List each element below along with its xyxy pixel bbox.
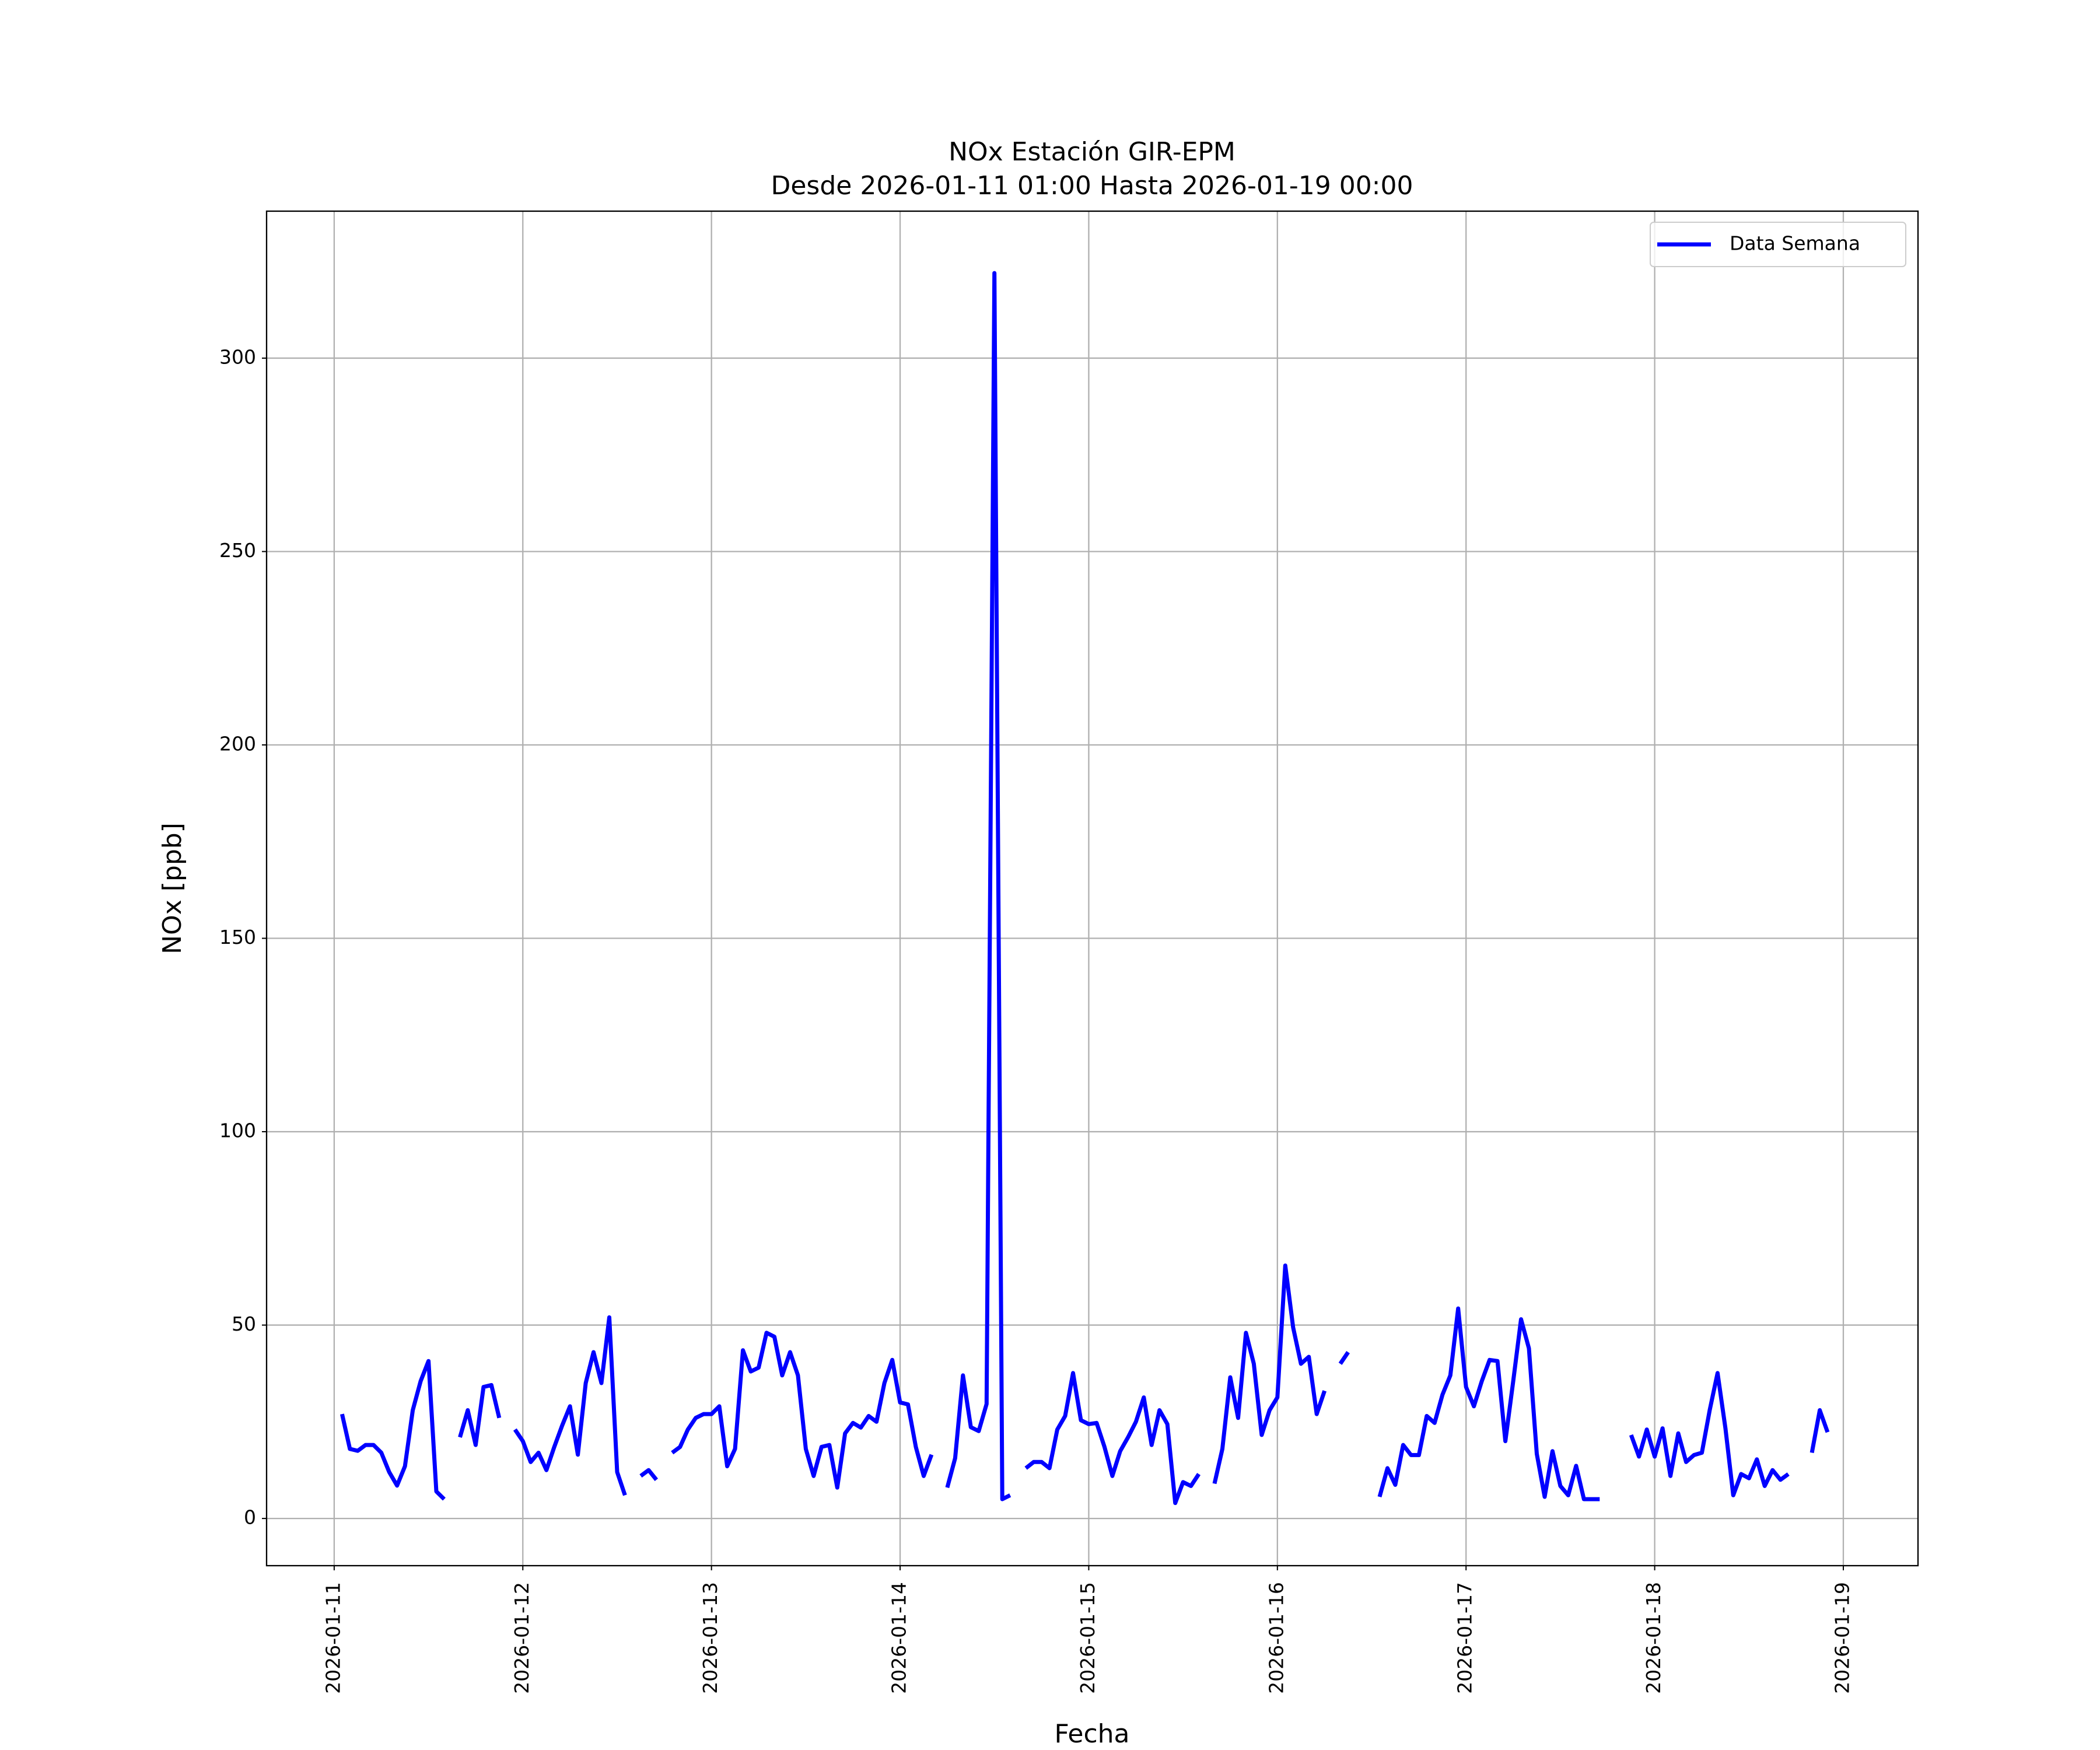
x-tick-label: 2026-01-12 xyxy=(510,1582,533,1694)
x-tick-label: 2026-01-18 xyxy=(1642,1582,1665,1694)
axes-frame xyxy=(265,210,1919,1567)
x-tick-label: 2026-01-14 xyxy=(888,1582,911,1694)
y-tick-label: 250 xyxy=(219,539,256,562)
data-line xyxy=(340,271,1830,1506)
x-axis-label: Fecha xyxy=(1054,1719,1129,1749)
y-tick-label: 0 xyxy=(244,1506,256,1529)
chart-title: NOx Estación GIR-EPM xyxy=(949,137,1236,167)
y-tick-label: 50 xyxy=(232,1312,256,1335)
x-tick-label: 2026-01-11 xyxy=(321,1582,344,1694)
legend: Data Semana xyxy=(1650,222,1906,267)
x-tick-label: 2026-01-13 xyxy=(699,1582,722,1694)
x-tick-label: 2026-01-15 xyxy=(1076,1582,1099,1694)
x-tick-label: 2026-01-17 xyxy=(1454,1582,1476,1694)
x-tick-label: 2026-01-19 xyxy=(1831,1582,1853,1694)
y-axis-label: NOx [ppb] xyxy=(158,822,187,954)
legend-box xyxy=(1650,222,1906,267)
legend-label: Data Semana xyxy=(1730,232,1860,255)
y-tick-label: 300 xyxy=(219,345,256,368)
y-tick-label: 200 xyxy=(219,733,256,755)
chart-subtitle: Desde 2026-01-11 01:00 Hasta 2026-01-19 … xyxy=(771,171,1413,201)
x-tick-label: 2026-01-16 xyxy=(1265,1582,1287,1694)
y-tick-label: 150 xyxy=(219,926,256,949)
y-tick-label: 100 xyxy=(219,1119,256,1142)
